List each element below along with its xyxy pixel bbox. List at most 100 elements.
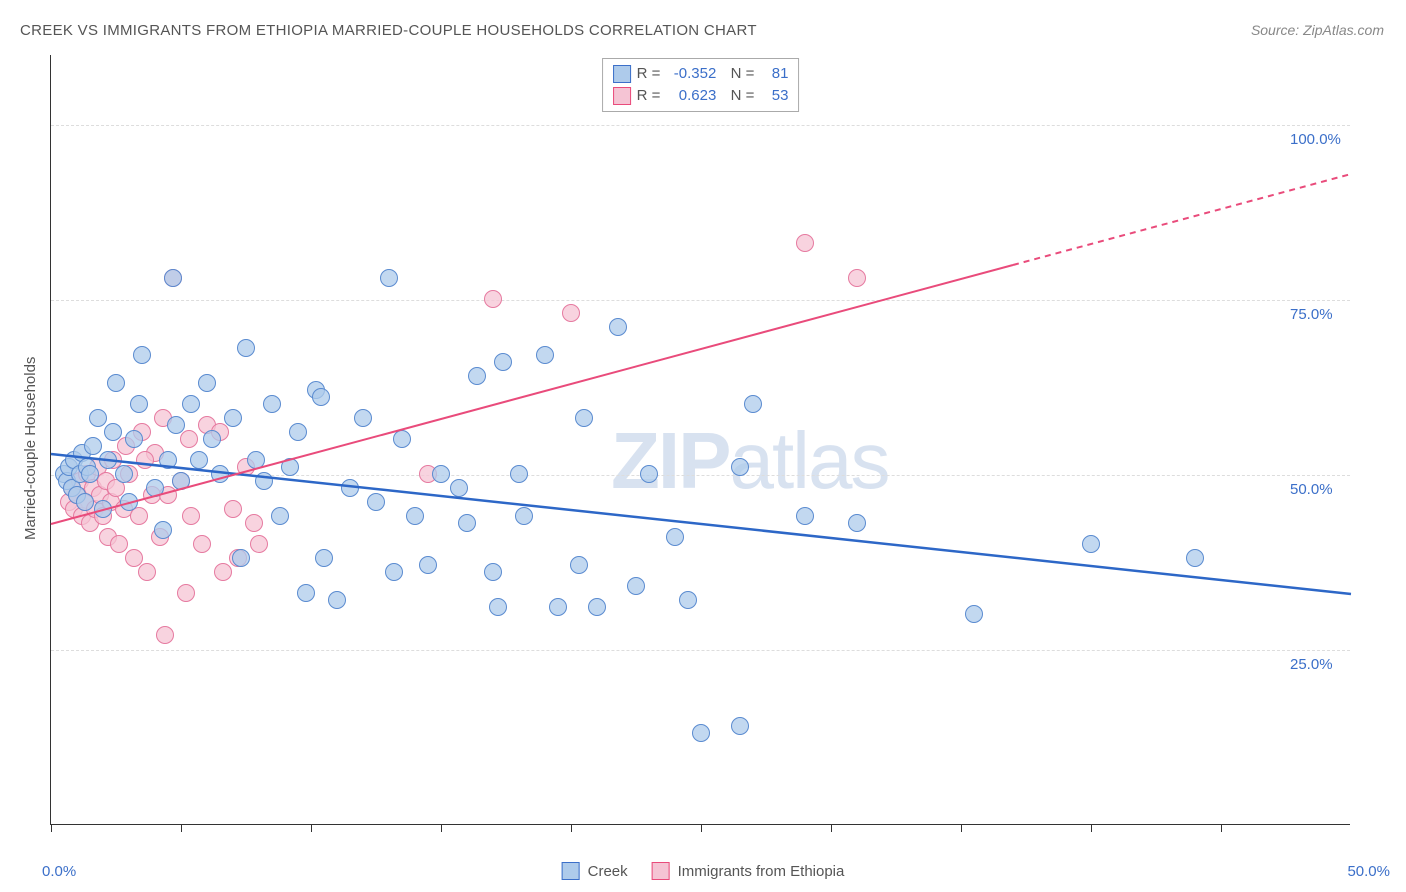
data-point-blue [328,591,346,609]
data-point-blue [796,507,814,525]
data-point-blue [468,367,486,385]
n-value-blue: 81 [760,63,788,85]
data-point-blue [315,549,333,567]
stats-legend: R = -0.352 N = 81 R = 0.623 N = 53 [602,58,800,112]
data-point-blue [515,507,533,525]
data-point-blue [549,598,567,616]
data-point-blue [297,584,315,602]
data-point-blue [271,507,289,525]
legend-item-ethiopia: Immigrants from Ethiopia [652,862,845,880]
data-point-pink [193,535,211,553]
data-point-blue [172,472,190,490]
data-point-pink [484,290,502,308]
data-point-blue [263,395,281,413]
data-point-blue [393,430,411,448]
data-point-blue [104,423,122,441]
swatch-pink [652,862,670,880]
y-tick-label: 50.0% [1290,481,1333,498]
data-point-blue [107,374,125,392]
data-point-blue [494,353,512,371]
data-point-blue [640,465,658,483]
data-point-blue [679,591,697,609]
data-point-blue [167,416,185,434]
y-axis-label: Married-couple Households [22,357,39,540]
data-point-blue [125,430,143,448]
watermark-atlas: atlas [729,416,888,505]
data-point-blue [237,339,255,357]
legend-label-creek: Creek [588,863,628,880]
data-point-pink [245,514,263,532]
x-tick [441,824,442,832]
data-point-blue [848,514,866,532]
plot-area: ZIPatlas R = -0.352 N = 81 R = 0.623 N =… [50,55,1350,825]
data-point-blue [99,451,117,469]
data-point-blue [1186,549,1204,567]
data-point-blue [965,605,983,623]
stats-row-blue: R = -0.352 N = 81 [613,63,789,85]
data-point-blue [247,451,265,469]
legend-label-ethiopia: Immigrants from Ethiopia [678,863,845,880]
data-point-blue [146,479,164,497]
data-point-blue [380,269,398,287]
x-tick [961,824,962,832]
trendlines-svg [51,55,1350,824]
data-point-blue [232,549,250,567]
data-point-pink [177,584,195,602]
x-tick [701,824,702,832]
data-point-blue [84,437,102,455]
data-point-blue [115,465,133,483]
watermark: ZIPatlas [611,415,888,507]
data-point-blue [130,395,148,413]
data-point-blue [406,507,424,525]
data-point-pink [136,451,154,469]
x-tick [311,824,312,832]
data-point-blue [432,465,450,483]
data-point-blue [198,374,216,392]
data-point-blue [458,514,476,532]
data-point-blue [154,521,172,539]
watermark-zip: ZIP [611,416,729,505]
data-point-blue [159,451,177,469]
data-point-blue [182,395,200,413]
data-point-pink [848,269,866,287]
x-axis-min-label: 0.0% [42,863,76,880]
y-tick-label: 25.0% [1290,656,1333,673]
data-point-blue [281,458,299,476]
data-point-blue [692,724,710,742]
r-value-pink: 0.623 [666,85,716,107]
swatch-pink [613,87,631,105]
n-value-pink: 53 [760,85,788,107]
data-point-pink [214,563,232,581]
data-point-blue [419,556,437,574]
trendline [51,265,1013,524]
x-axis-max-label: 50.0% [1347,863,1390,880]
data-point-pink [562,304,580,322]
data-point-blue [89,409,107,427]
data-point-blue [484,563,502,581]
x-tick [831,824,832,832]
data-point-pink [156,626,174,644]
data-point-blue [385,563,403,581]
n-label: N = [722,63,754,85]
data-point-pink [138,563,156,581]
trendline [1013,174,1351,265]
y-tick-label: 75.0% [1290,306,1333,323]
data-point-blue [203,430,221,448]
data-point-blue [731,458,749,476]
r-value-blue: -0.352 [666,63,716,85]
r-label: R = [637,63,661,85]
data-point-blue [367,493,385,511]
data-point-blue [570,556,588,574]
data-point-blue [312,388,330,406]
stats-row-pink: R = 0.623 N = 53 [613,85,789,107]
data-point-blue [76,493,94,511]
data-point-pink [250,535,268,553]
y-tick-label: 100.0% [1290,131,1341,148]
x-tick [1091,824,1092,832]
data-point-blue [81,465,99,483]
x-tick [571,824,572,832]
data-point-blue [190,451,208,469]
data-point-blue [341,479,359,497]
data-point-blue [489,598,507,616]
data-point-blue [450,479,468,497]
